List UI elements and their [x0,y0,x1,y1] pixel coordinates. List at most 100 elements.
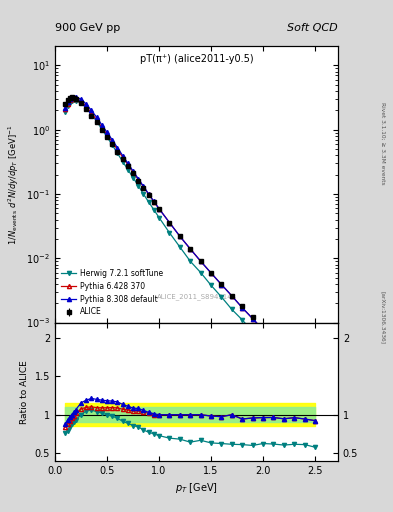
Pythia 6.428 370 [230,293,234,299]
Pythia 6.428 370 [209,270,213,276]
Pythia 8.308 default [69,94,74,100]
Pythia 6.428 370 [63,106,68,112]
Herwig 7.2.1 softTune [261,339,265,345]
Herwig 7.2.1 softTune [79,100,83,106]
Pythia 8.308 default [188,246,193,252]
Herwig 7.2.1 softTune [198,269,203,275]
Pythia 8.308 default [167,220,172,226]
Herwig 7.2.1 softTune [240,317,244,323]
Pythia 6.428 370 [240,305,244,311]
Pythia 6.428 370 [105,132,109,138]
Line: Pythia 8.308 default: Pythia 8.308 default [63,95,317,384]
Pythia 6.428 370 [120,154,125,160]
Pythia 8.308 default [178,233,182,239]
Herwig 7.2.1 softTune [281,360,286,367]
Pythia 8.308 default [63,104,68,111]
Herwig 7.2.1 softTune [136,183,141,189]
Pythia 6.428 370 [110,139,115,145]
Herwig 7.2.1 softTune [250,329,255,335]
Herwig 7.2.1 softTune [65,103,70,110]
Herwig 7.2.1 softTune [292,371,297,377]
Pythia 8.308 default [261,327,265,333]
Pythia 8.308 default [110,137,115,143]
Herwig 7.2.1 softTune [230,306,234,312]
Pythia 8.308 default [230,293,234,299]
Pythia 6.428 370 [69,96,74,102]
Pythia 8.308 default [94,114,99,120]
Pythia 8.308 default [67,96,72,102]
Pythia 6.428 370 [281,348,286,354]
Pythia 8.308 default [292,358,297,365]
Pythia 8.308 default [151,198,156,204]
Pythia 6.428 370 [151,199,156,205]
Pythia 6.428 370 [72,95,76,101]
Herwig 7.2.1 softTune [94,118,99,124]
Pythia 8.308 default [302,369,307,375]
Pythia 6.428 370 [271,337,276,344]
Pythia 8.308 default [65,99,70,105]
Pythia 6.428 370 [125,161,130,167]
Pythia 8.308 default [146,191,151,197]
Herwig 7.2.1 softTune [141,191,146,197]
Pythia 8.308 default [115,144,120,151]
Pythia 6.428 370 [131,169,136,175]
Pythia 6.428 370 [178,233,182,239]
Herwig 7.2.1 softTune [115,150,120,156]
Pythia 8.308 default [89,108,94,114]
Y-axis label: Ratio to ALICE: Ratio to ALICE [20,360,29,423]
Herwig 7.2.1 softTune [72,97,76,103]
Herwig 7.2.1 softTune [302,381,307,387]
Pythia 6.428 370 [79,98,83,104]
Pythia 6.428 370 [141,184,146,190]
Pythia 8.308 default [105,129,109,135]
Pythia 8.308 default [198,258,203,264]
X-axis label: $p_T$ [GeV]: $p_T$ [GeV] [175,481,218,495]
Herwig 7.2.1 softTune [67,100,72,106]
Pythia 8.308 default [240,305,244,311]
Pythia 6.428 370 [167,220,172,226]
Herwig 7.2.1 softTune [157,215,162,221]
Pythia 8.308 default [157,206,162,212]
Pythia 8.308 default [281,348,286,354]
Pythia 6.428 370 [89,110,94,116]
Pythia 6.428 370 [188,246,193,252]
Pythia 6.428 370 [65,100,70,106]
Pythia 8.308 default [250,315,255,322]
Herwig 7.2.1 softTune [167,229,172,236]
Line: Pythia 6.428 370: Pythia 6.428 370 [63,96,317,384]
Pythia 8.308 default [73,94,78,100]
Text: 900 GeV pp: 900 GeV pp [55,23,120,33]
Pythia 6.428 370 [302,369,307,375]
Herwig 7.2.1 softTune [178,244,182,250]
Herwig 7.2.1 softTune [105,134,109,140]
Herwig 7.2.1 softTune [125,166,130,173]
Pythia 8.308 default [79,96,83,102]
Pythia 8.308 default [125,160,130,166]
Pythia 6.428 370 [261,327,265,333]
Text: [arXiv:1306.3436]: [arXiv:1306.3436] [381,291,386,344]
Text: ALICE_2011_S8945144: ALICE_2011_S8945144 [156,294,237,301]
Pythia 6.428 370 [313,379,318,385]
Pythia 8.308 default [313,379,318,385]
Pythia 6.428 370 [115,146,120,153]
Pythia 6.428 370 [99,124,104,131]
Pythia 8.308 default [271,337,276,344]
Pythia 6.428 370 [67,97,72,103]
Pythia 6.428 370 [157,206,162,212]
Herwig 7.2.1 softTune [89,111,94,117]
Herwig 7.2.1 softTune [146,199,151,205]
Herwig 7.2.1 softTune [271,350,276,356]
Pythia 8.308 default [131,168,136,174]
Pythia 8.308 default [99,122,104,128]
Text: Soft QCD: Soft QCD [287,23,338,33]
Herwig 7.2.1 softTune [73,98,78,104]
Herwig 7.2.1 softTune [151,207,156,213]
Herwig 7.2.1 softTune [84,104,88,111]
Herwig 7.2.1 softTune [313,392,318,398]
Herwig 7.2.1 softTune [131,175,136,181]
Pythia 8.308 default [136,176,141,182]
Pythia 6.428 370 [146,191,151,197]
Pythia 6.428 370 [84,103,88,110]
Herwig 7.2.1 softTune [110,142,115,148]
Line: Herwig 7.2.1 softTune: Herwig 7.2.1 softTune [63,98,317,397]
